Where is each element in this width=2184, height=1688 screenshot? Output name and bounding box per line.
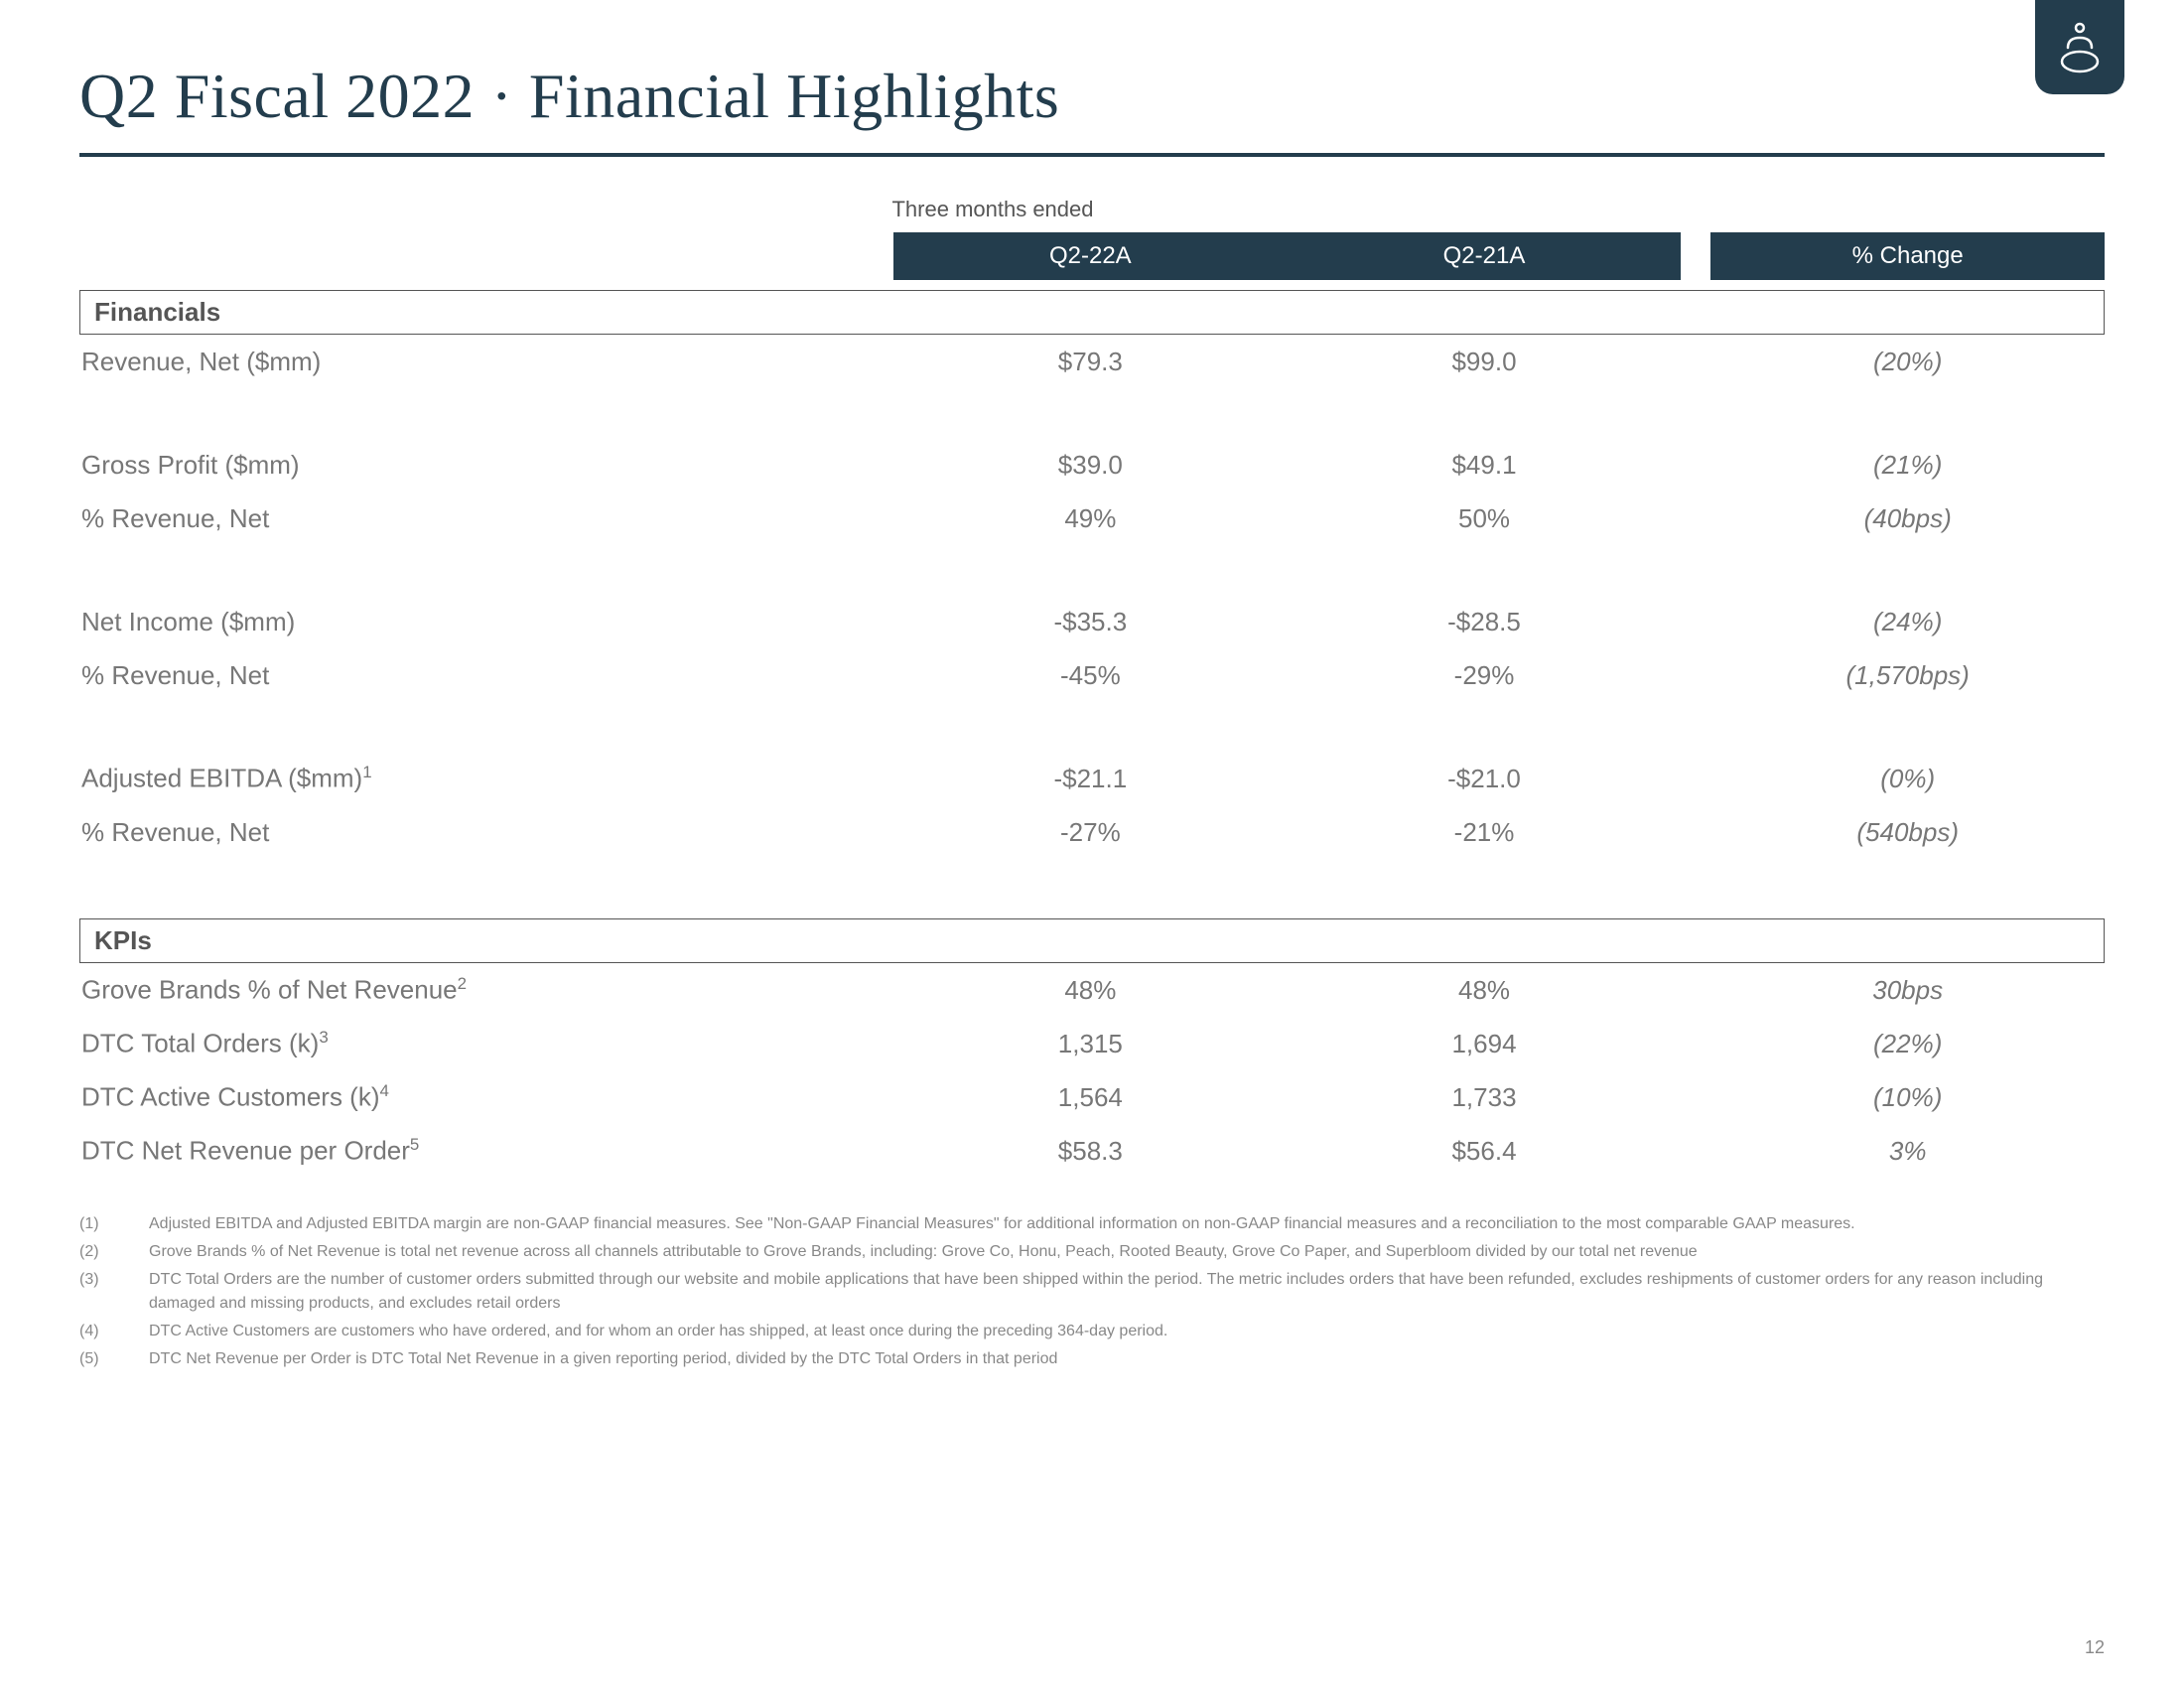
row-gross-profit: Gross Profit ($mm) $39.0 $49.1 (21%): [79, 438, 2105, 492]
footnote-2: (2)Grove Brands % of Net Revenue is tota…: [79, 1240, 2105, 1264]
val-nipct-chg: (1,570bps): [1710, 660, 2105, 691]
row-net-income: Net Income ($mm) -$35.3 -$28.5 (24%): [79, 595, 2105, 648]
val-ae-c1: -$21.1: [893, 764, 1288, 794]
row-grove-brands: Grove Brands % of Net Revenue2 48% 48% 3…: [79, 963, 2105, 1017]
val-dc-c1: 1,564: [893, 1082, 1288, 1113]
val-gb-c1: 48%: [893, 975, 1288, 1006]
val-dc-c2: 1,733: [1288, 1082, 1682, 1113]
val-gp-c2: $49.1: [1288, 450, 1682, 481]
title-bar: Q2 Fiscal 2022 · Financial Highlights: [79, 60, 2105, 157]
label-ae-pct: % Revenue, Net: [79, 817, 893, 848]
val-gppct-c1: 49%: [893, 503, 1288, 534]
row-dtc-rev-order: DTC Net Revenue per Order5 $58.3 $56.4 3…: [79, 1124, 2105, 1178]
row-ae-pct: % Revenue, Net -27% -21% (540bps): [79, 805, 2105, 859]
header-row: Q2-22A Q2-21A % Change: [79, 232, 2105, 280]
row-ni-pct: % Revenue, Net -45% -29% (1,570bps): [79, 648, 2105, 702]
section-financials: Financials: [79, 290, 2105, 335]
brand-logo-badge: [2035, 0, 2124, 94]
footnotes: (1)Adjusted EBITDA and Adjusted EBITDA m…: [79, 1212, 2105, 1371]
row-dtc-orders: DTC Total Orders (k)3 1,315 1,694 (22%): [79, 1017, 2105, 1070]
val-aepct-c1: -27%: [893, 817, 1288, 848]
val-gp-chg: (21%): [1710, 450, 2105, 481]
header-spacer: [79, 232, 893, 280]
val-ni-c2: -$28.5: [1288, 607, 1682, 637]
label-gross-profit: Gross Profit ($mm): [79, 450, 893, 481]
val-ni-c1: -$35.3: [893, 607, 1288, 637]
val-gb-c2: 48%: [1288, 975, 1682, 1006]
val-ae-c2: -$21.0: [1288, 764, 1682, 794]
col-header-q2-21a: Q2-21A: [1288, 232, 1682, 280]
row-revenue: Revenue, Net ($mm) $79.3 $99.0 (20%): [79, 335, 2105, 388]
val-do-c1: 1,315: [893, 1029, 1288, 1059]
highlights-table: Q2-22A Q2-21A % Change Financials Revenu…: [79, 232, 2105, 1178]
footnote-3: (3)DTC Total Orders are the number of cu…: [79, 1268, 2105, 1316]
label-dtc-rev-order: DTC Net Revenue per Order5: [79, 1135, 893, 1167]
period-subhead: Three months ended: [615, 197, 1370, 222]
val-do-c2: 1,694: [1288, 1029, 1682, 1059]
footnote-1: (1)Adjusted EBITDA and Adjusted EBITDA m…: [79, 1212, 2105, 1236]
val-do-chg: (22%): [1710, 1029, 2105, 1059]
val-nipct-c2: -29%: [1288, 660, 1682, 691]
page-title: Q2 Fiscal 2022 · Financial Highlights: [79, 60, 2105, 133]
label-net-income: Net Income ($mm): [79, 607, 893, 637]
row-adj-ebitda: Adjusted EBITDA ($mm)1 -$21.1 -$21.0 (0%…: [79, 752, 2105, 805]
label-ni-pct: % Revenue, Net: [79, 660, 893, 691]
val-aepct-chg: (540bps): [1710, 817, 2105, 848]
label-gp-pct: % Revenue, Net: [79, 503, 893, 534]
val-gp-c1: $39.0: [893, 450, 1288, 481]
val-revenue-chg: (20%): [1710, 347, 2105, 377]
label-dtc-orders: DTC Total Orders (k)3: [79, 1028, 893, 1059]
val-gb-chg: 30bps: [1710, 975, 2105, 1006]
row-dtc-customers: DTC Active Customers (k)4 1,564 1,733 (1…: [79, 1070, 2105, 1124]
header-gap: [1681, 232, 1710, 280]
val-ni-chg: (24%): [1710, 607, 2105, 637]
val-dc-chg: (10%): [1710, 1082, 2105, 1113]
label-dtc-customers: DTC Active Customers (k)4: [79, 1081, 893, 1113]
val-revenue-c2: $99.0: [1288, 347, 1682, 377]
row-gp-pct: % Revenue, Net 49% 50% (40bps): [79, 492, 2105, 545]
val-gppct-c2: 50%: [1288, 503, 1682, 534]
footnote-4: (4)DTC Active Customers are customers wh…: [79, 1320, 2105, 1343]
val-dr-c1: $58.3: [893, 1136, 1288, 1167]
label-revenue: Revenue, Net ($mm): [79, 347, 893, 377]
val-ae-chg: (0%): [1710, 764, 2105, 794]
val-aepct-c2: -21%: [1288, 817, 1682, 848]
val-nipct-c1: -45%: [893, 660, 1288, 691]
col-header-change: % Change: [1710, 232, 2105, 280]
footnote-5: (5)DTC Net Revenue per Order is DTC Tota…: [79, 1347, 2105, 1371]
col-header-q2-22a: Q2-22A: [893, 232, 1288, 280]
label-grove-brands: Grove Brands % of Net Revenue2: [79, 974, 893, 1006]
val-revenue-c1: $79.3: [893, 347, 1288, 377]
leaf-icon: [2056, 20, 2104, 74]
val-dr-chg: 3%: [1710, 1136, 2105, 1167]
label-adj-ebitda: Adjusted EBITDA ($mm)1: [79, 763, 893, 794]
section-kpis: KPIs: [79, 918, 2105, 963]
val-dr-c2: $56.4: [1288, 1136, 1682, 1167]
page-number: 12: [2085, 1637, 2105, 1658]
val-gppct-chg: (40bps): [1710, 503, 2105, 534]
